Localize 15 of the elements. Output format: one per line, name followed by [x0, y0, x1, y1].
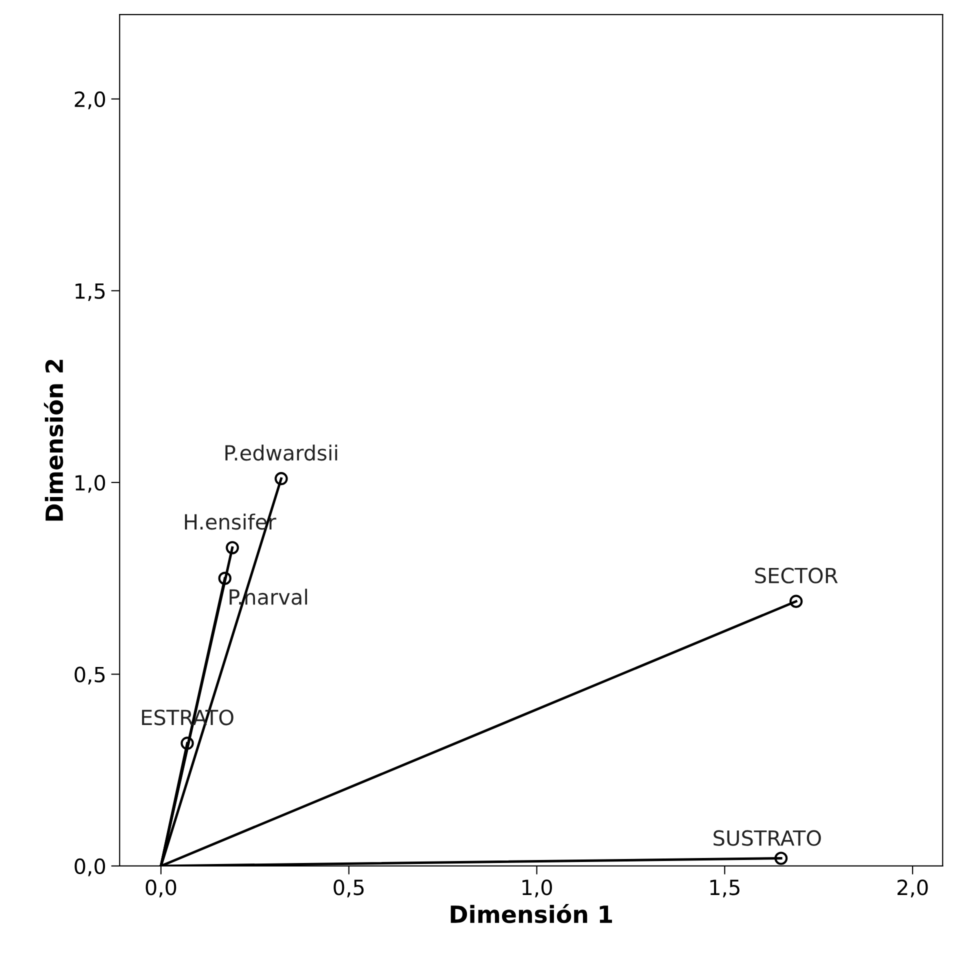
x-axis-title: Dimensión 1: [450, 904, 612, 924]
series-label: P.edwardsii: [225, 444, 338, 461]
series-label: SECTOR: [755, 568, 838, 584]
x-tick-label: 0,0: [146, 880, 176, 898]
y-axis-title: Dimensión 2: [44, 360, 64, 521]
x-tick-label: 1,0: [522, 880, 552, 898]
x-tick-label: 1,5: [710, 880, 740, 898]
y-tick-label: 0,0: [74, 858, 106, 876]
y-tick-label: 1,5: [76, 283, 105, 302]
y-tick-label: 2,0: [74, 91, 106, 110]
x-tick-label: 2,0: [898, 880, 928, 898]
x-tick-label: 0,5: [334, 880, 364, 898]
series-label: SUSTRATO: [714, 830, 821, 846]
y-tick-label: 1,0: [76, 474, 106, 493]
y-tick-label: 0,5: [74, 666, 105, 685]
